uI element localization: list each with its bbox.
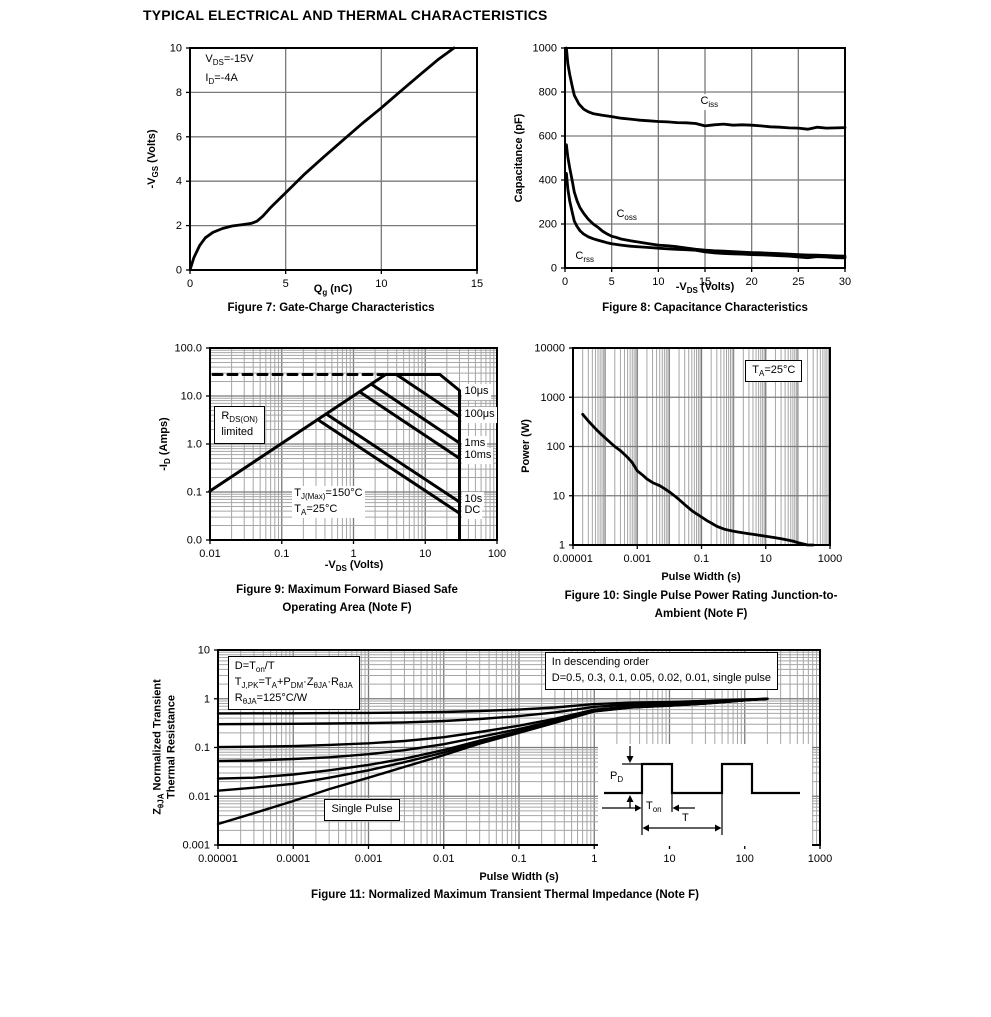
svg-text:100: 100 [547, 441, 565, 453]
svg-text:0.01: 0.01 [199, 548, 220, 560]
svg-text:1000: 1000 [818, 553, 842, 565]
figure8-annotation: Ciss [698, 93, 721, 110]
figure9-caption-line2: Operating Area (Note F) [282, 602, 412, 614]
svg-text:25: 25 [792, 276, 804, 288]
figure10-caption-line2: Ambient (Note F) [654, 608, 748, 620]
svg-text:10: 10 [652, 276, 664, 288]
page-title: TYPICAL ELECTRICAL AND THERMAL CHARACTER… [143, 7, 548, 23]
pulse-waveform-inset: PD Ton T [598, 744, 812, 846]
svg-text:4: 4 [176, 176, 182, 188]
inset-ton-label: Ton [646, 800, 662, 815]
svg-text:800: 800 [539, 87, 557, 99]
svg-text:0.001: 0.001 [182, 840, 210, 852]
svg-text:0.1: 0.1 [511, 853, 526, 865]
svg-text:0.00001: 0.00001 [553, 553, 593, 565]
figure8-x-axis-label: -VDS (Volts) [675, 281, 735, 296]
figure7-annotation: VDS=-15V [203, 52, 256, 69]
svg-text:10: 10 [198, 645, 210, 657]
svg-text:1000: 1000 [533, 43, 557, 55]
figure10-x-axis-label: Pulse Width (s) [661, 571, 741, 583]
figure8-caption: Figure 8: Capacitance Characteristics [602, 302, 808, 314]
svg-text:2: 2 [176, 220, 182, 232]
svg-text:0.1: 0.1 [195, 742, 210, 754]
pulse-waveform-drawing [602, 746, 800, 835]
svg-text:1000: 1000 [541, 392, 565, 404]
svg-text:10: 10 [375, 278, 387, 290]
svg-text:10: 10 [553, 490, 565, 502]
svg-text:1: 1 [559, 540, 565, 552]
figure8-annotation: Crss [573, 249, 597, 266]
svg-text:0: 0 [187, 278, 193, 290]
figure11-caption: Figure 11: Normalized Maximum Transient … [311, 889, 699, 901]
figure9-annotation: TJ(Max)=150°C TA=25°C [292, 485, 365, 518]
figure11-annotation: In descending order D=0.5, 0.3, 0.1, 0.05… [544, 651, 779, 690]
svg-text:15: 15 [471, 278, 483, 290]
svg-text:0.1: 0.1 [274, 548, 289, 560]
figure11-x-axis-label: Pulse Width (s) [479, 871, 559, 883]
svg-text:100.0: 100.0 [174, 343, 202, 355]
svg-text:5: 5 [609, 276, 615, 288]
figure7-caption: Figure 7: Gate-Charge Characteristics [227, 302, 435, 314]
svg-text:0.01: 0.01 [189, 791, 210, 803]
svg-text:0.001: 0.001 [355, 853, 383, 865]
svg-text:1: 1 [204, 693, 210, 705]
figure9-annotation: 1ms [462, 436, 488, 452]
svg-text:0: 0 [562, 276, 568, 288]
figure9-x-axis-label: -VDS (Volts) [324, 559, 384, 574]
svg-text:0: 0 [551, 263, 557, 275]
svg-text:1.0: 1.0 [187, 439, 202, 451]
inset-t-label: T [682, 812, 689, 824]
figure9-annotation: 10ms [462, 448, 494, 465]
svg-text:15: 15 [699, 276, 711, 288]
svg-text:0.01: 0.01 [433, 853, 454, 865]
svg-text:0.1: 0.1 [694, 553, 709, 565]
svg-text:10: 10 [663, 853, 675, 865]
inset-pd-label: PD [610, 770, 624, 785]
svg-text:1: 1 [591, 853, 597, 865]
figure9-annotation: 100μs [462, 407, 497, 424]
svg-text:100: 100 [736, 853, 754, 865]
figure8-annotation: Coss [614, 207, 639, 224]
svg-text:100: 100 [488, 548, 506, 560]
svg-text:10: 10 [170, 43, 182, 55]
figure11-annotation: Single Pulse [324, 799, 400, 822]
svg-text:10: 10 [760, 553, 772, 565]
figure10-chart: 0.00001 0.001 0.1 10 1000 10000 1000 100 10 1 [534, 343, 842, 566]
svg-text:20: 20 [746, 276, 758, 288]
svg-text:6: 6 [176, 131, 182, 143]
svg-text:30: 30 [839, 276, 851, 288]
figure7-x-axis-label: Qg (nC) [313, 283, 353, 298]
svg-text:0.00001: 0.00001 [198, 853, 238, 865]
svg-text:0.0001: 0.0001 [276, 853, 310, 865]
figure7-chart: 0 5 10 15 0 2 4 6 8 10 [170, 43, 483, 291]
svg-text:5: 5 [283, 278, 289, 290]
figure10-caption-line1: Figure 10: Single Pulse Power Rating Jun… [564, 590, 838, 602]
svg-text:10.0: 10.0 [181, 391, 202, 403]
svg-text:400: 400 [539, 175, 557, 187]
svg-text:10000: 10000 [534, 343, 565, 355]
svg-text:1: 1 [350, 548, 356, 560]
figure11-annotation: D=Ton/T TJ,PK=TA+PDM·ZθJA·RθJA RθJA=125°C/… [227, 655, 360, 710]
figure7-annotation: ID=-4A [203, 71, 240, 88]
svg-text:0.001: 0.001 [623, 553, 651, 565]
svg-text:0.0: 0.0 [187, 535, 202, 547]
svg-text:10: 10 [419, 548, 431, 560]
svg-text:8: 8 [176, 87, 182, 99]
svg-text:200: 200 [539, 219, 557, 231]
figure9-caption-line1: Figure 9: Maximum Forward Biased Safe [236, 584, 458, 596]
figure9-annotation: DC [462, 503, 483, 520]
figure10-annotation: TA=25°C [745, 360, 803, 383]
figure8-chart: 0 5 10 15 20 25 30 0 200 400 600 800 1000 [533, 43, 852, 289]
figure9-annotation: RDS(ON) limited [214, 405, 265, 444]
svg-text:1000: 1000 [808, 853, 832, 865]
svg-text:0: 0 [176, 265, 182, 277]
svg-text:0.1: 0.1 [187, 487, 202, 499]
figure9-annotation: 10μs [462, 384, 491, 401]
svg-text:600: 600 [539, 131, 557, 143]
